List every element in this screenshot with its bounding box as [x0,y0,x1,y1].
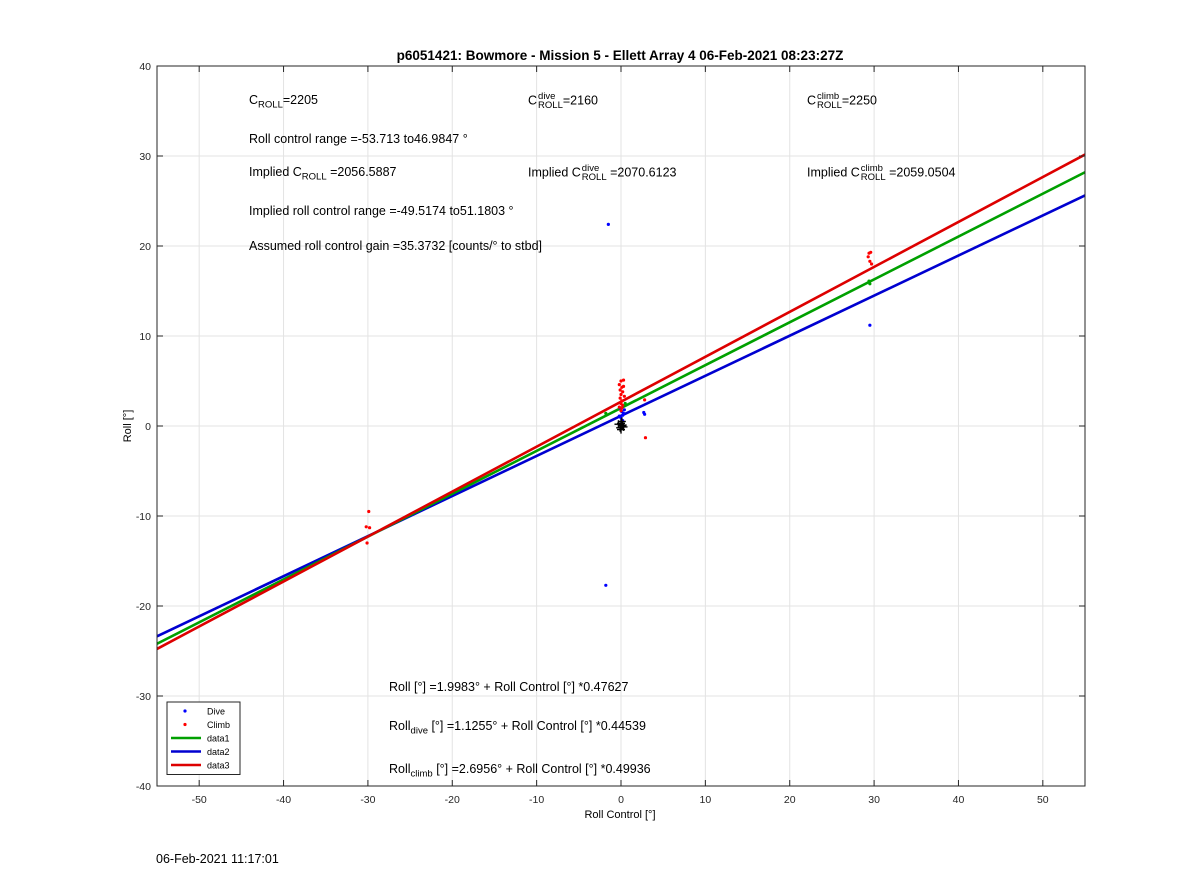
point-climb [619,379,623,383]
point-climb [621,378,626,382]
y-tick-label: -30 [136,691,151,703]
point-dive [868,323,872,327]
point-climb [367,509,371,514]
y-tick-label: 20 [139,241,151,253]
point-climb [618,396,622,400]
roll-control-range-annotation: Roll control range =-53.713 to46.9847 ° [249,132,468,146]
x-axis-label: Roll Control [°] [584,809,655,821]
point-extra [868,282,872,286]
point-climb [868,259,872,263]
point-climb [620,406,624,410]
legend-label: data3 [207,761,230,771]
y-tick-label: -10 [136,511,151,523]
x-tick-label: 0 [618,794,624,806]
gain-annotation: Assumed roll control gain =35.3732 [coun… [249,239,543,253]
point-climb [643,436,648,440]
x-tick-label: 10 [700,794,712,806]
point-dive [606,222,610,226]
x-tick-label: 50 [1037,794,1049,806]
x-tick-label: -10 [529,794,544,806]
fit-all-annotation: Roll [°] =1.9983° + Roll Control [°] *0.… [389,680,629,694]
fit-line-data2 [156,194,1086,638]
point-dive [622,408,626,412]
point-climb [619,392,623,397]
point-extra [604,411,608,415]
y-tick-label: 0 [145,421,151,433]
point-climb [619,409,623,413]
y-tick-label: 10 [139,331,151,343]
y-tick-label: 30 [139,151,151,163]
point-climb [621,403,625,407]
legend-marker [183,709,187,713]
y-tick-label: -20 [136,601,151,613]
fit-dive-annotation: Rolldive [°] =1.1255° + Roll Control [°]… [389,719,646,737]
point-climb [621,390,625,394]
point-climb [618,388,622,392]
point-climb [365,541,369,545]
point-climb [367,526,372,530]
x-tick-label: 20 [784,794,796,806]
x-axis: -50 -40 -30 -20 -10 0 10 20 30 40 50 [192,66,1049,806]
point-climb [621,384,626,388]
point-climb [617,405,621,409]
point-dive [604,583,608,587]
implied-roll-range-annotation: Implied roll control range =-49.5174 to5… [249,204,514,218]
y-axis-label: Roll [°] [122,410,134,443]
point-extra [623,401,627,406]
x-tick-label: -50 [192,794,207,806]
y-axis: -40 -30 -20 -10 0 10 20 30 40 [136,61,1085,793]
legend-marker [183,722,187,727]
legend-label: Dive [207,707,225,717]
point-climb [622,394,626,398]
point-climb [617,383,621,387]
point-extra [867,279,871,283]
x-tick-label: -40 [276,794,291,806]
point-climb [869,262,874,266]
legend-label: data1 [207,734,230,744]
legend-label: data2 [207,747,230,757]
data-points [364,222,874,587]
c-roll-annotation: CROLL=2205 [249,93,318,111]
implied-c-roll-annotation: Implied CROLL =2056.5887 [249,165,397,183]
footer-timestamp: 06-Feb-2021 11:17:01 [156,852,279,866]
point-climb [866,255,870,259]
legend-label: Climb [207,720,230,730]
legend: Dive Climb data1 data2 data3 [166,701,241,775]
y-tick-label: -40 [136,781,151,793]
x-tick-label: 40 [953,794,965,806]
point-dive [617,414,621,418]
x-tick-label: -20 [445,794,460,806]
x-tick-label: -30 [360,794,375,806]
y-tick-label: 40 [139,61,151,73]
point-climb [869,250,873,254]
point-dive [621,411,626,415]
fit-climb-annotation: Rollclimb [°] =2.6956° + Roll Control [°… [389,762,651,780]
chart-title: p6051421: Bowmore - Mission 5 - Ellett A… [397,48,844,63]
point-climb [364,525,368,529]
point-climb [643,398,647,402]
point-dive [642,410,646,415]
x-tick-label: 30 [868,794,880,806]
point-climb [620,399,624,403]
